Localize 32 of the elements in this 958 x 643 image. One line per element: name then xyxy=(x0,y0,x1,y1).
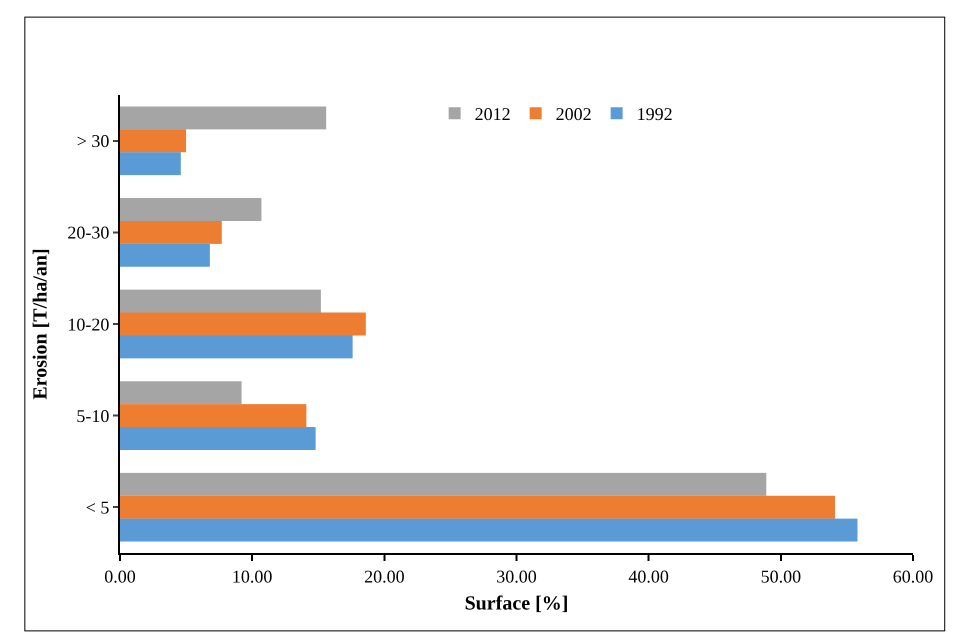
y-tick-label: 5-10 xyxy=(76,406,110,426)
bar xyxy=(120,220,222,244)
bar xyxy=(120,312,366,336)
y-tick-label: < 5 xyxy=(86,498,110,518)
bar xyxy=(120,496,836,519)
x-tick-label: 30.00 xyxy=(496,566,537,587)
y-tick-label: 20-30 xyxy=(67,222,110,243)
x-tick-label: 0.00 xyxy=(104,566,136,587)
legend-label: 1992 xyxy=(636,104,673,124)
bar xyxy=(120,427,316,450)
bar xyxy=(120,290,321,313)
x-tick-label: 60.00 xyxy=(892,566,934,587)
bar xyxy=(120,518,858,542)
y-tick-label: > 30 xyxy=(76,131,110,152)
x-tick-label: 20.00 xyxy=(364,566,405,587)
bar xyxy=(120,129,186,152)
x-tick-label: 40.00 xyxy=(628,566,669,587)
bar xyxy=(120,198,262,221)
y-tick-label: 10-20 xyxy=(67,314,110,334)
x-tick-label: 10.00 xyxy=(232,566,272,587)
x-axis-title: Surface [%] xyxy=(464,592,568,615)
bar xyxy=(120,472,766,496)
bar xyxy=(120,335,353,358)
bar xyxy=(120,106,326,130)
bar xyxy=(120,381,242,404)
y-axis-title: Erosion [T/ha/an] xyxy=(29,248,52,400)
bar xyxy=(120,404,306,428)
legend-label: 2012 xyxy=(474,104,511,124)
bar xyxy=(120,152,181,176)
legend-label: 2002 xyxy=(556,104,592,124)
x-tick-label: 50.00 xyxy=(760,566,802,587)
bar xyxy=(120,244,210,267)
